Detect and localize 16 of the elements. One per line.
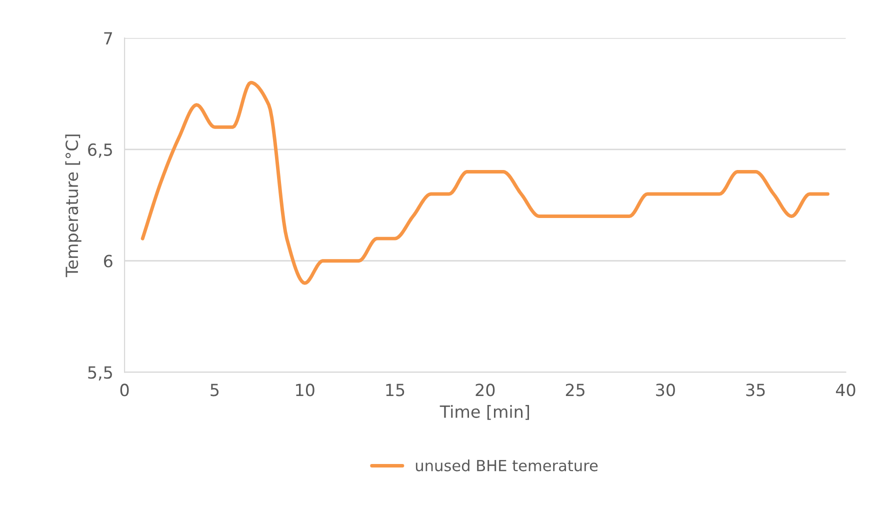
y-tick-label: 5,5 xyxy=(88,366,112,381)
x-tick-label: 20 xyxy=(476,384,495,396)
x-tick-label: 30 xyxy=(656,384,675,396)
x-tick-label: 0 xyxy=(120,384,129,396)
y-tick-label: 6,5 xyxy=(88,143,112,158)
x-tick-label: 15 xyxy=(386,384,404,396)
legend-label: unused BHE temerature xyxy=(416,460,598,472)
x-tick-label: 5 xyxy=(210,384,219,396)
x-tick-label: 40 xyxy=(836,384,856,396)
x-tick-label: 10 xyxy=(296,384,314,396)
x-axis-title: Time [min] xyxy=(440,405,529,420)
x-tick-label: 25 xyxy=(566,384,584,396)
y-axis-title: Temperature [°C] xyxy=(65,134,82,278)
x-tick-label: 35 xyxy=(746,384,765,396)
y-tick-label: 7 xyxy=(104,32,112,44)
y-tick-label: 6 xyxy=(104,254,112,268)
